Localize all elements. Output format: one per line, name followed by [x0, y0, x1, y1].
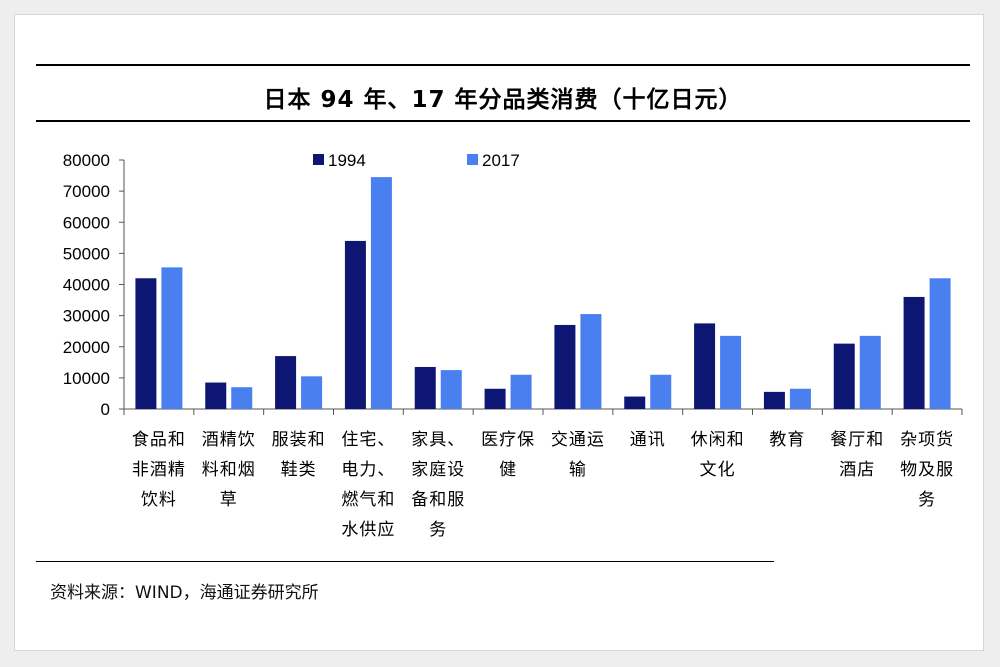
bar-1994 [624, 396, 646, 409]
category-label: 务 [429, 520, 447, 540]
category-label: 燃气和 [341, 490, 395, 510]
category-label: 料和烟 [202, 460, 256, 480]
bar-2017 [301, 376, 323, 409]
chart-title: 日本 94 年、17 年分品类消费（十亿日元） [263, 87, 743, 113]
bar-1994 [694, 323, 716, 409]
bar-1994 [763, 391, 785, 409]
y-tick-label: 0 [101, 400, 110, 419]
bar-2017 [370, 177, 392, 409]
bar-1994 [833, 343, 855, 409]
category-label: 交通运 [551, 430, 605, 450]
bar-2017 [720, 335, 742, 409]
source-note: 资料来源：WIND，海通证券研究所 [50, 583, 319, 603]
y-tick-label: 20000 [63, 338, 110, 357]
bar-2017 [580, 314, 602, 409]
y-tick-label: 40000 [63, 276, 110, 295]
bar-1994 [414, 366, 436, 409]
top-rule [36, 64, 970, 66]
legend-swatch-2017 [467, 154, 478, 165]
category-label: 健 [499, 460, 517, 480]
bar-1994 [275, 356, 297, 409]
legend-swatch-1994 [313, 154, 324, 165]
category-label: 杂项货 [900, 430, 954, 450]
category-label: 文化 [700, 460, 736, 480]
category-label: 电力、 [341, 460, 395, 480]
bar-2017 [440, 370, 462, 409]
category-label: 住宅、 [341, 430, 395, 450]
category-label: 物及服 [900, 460, 954, 480]
bar-1994 [903, 296, 925, 409]
bar-1994 [135, 278, 157, 409]
bar-1994 [484, 388, 506, 409]
legend-label-2017: 2017 [482, 151, 520, 170]
category-label: 务 [918, 490, 936, 510]
category-label: 水供应 [341, 520, 395, 540]
category-label: 家具、 [411, 430, 465, 450]
category-label: 非酒精 [132, 460, 186, 480]
category-label: 餐厅和 [830, 430, 884, 450]
y-tick-label: 80000 [63, 151, 110, 170]
bar-2017 [231, 387, 253, 409]
category-label: 服装和 [272, 430, 326, 450]
category-label: 休闲和 [691, 430, 745, 450]
bar-2017 [859, 335, 881, 409]
bar-2017 [789, 388, 811, 409]
bar-2017 [650, 374, 672, 409]
category-label: 饮料 [141, 490, 177, 510]
title-underline [36, 120, 970, 122]
y-tick-label: 60000 [63, 213, 110, 232]
bar-2017 [929, 278, 951, 409]
y-tick-label: 50000 [63, 244, 110, 263]
category-label: 通讯 [630, 430, 666, 450]
category-label: 医疗保 [481, 430, 535, 450]
category-label: 酒精饮 [202, 430, 256, 450]
y-tick-label: 10000 [63, 369, 110, 388]
category-label: 鞋类 [281, 460, 317, 480]
bar-1994 [344, 240, 366, 409]
bar-2017 [510, 374, 532, 409]
category-label: 草 [220, 490, 238, 510]
category-label: 教育 [769, 430, 805, 450]
bottom-rule [36, 561, 774, 562]
category-label: 备和服 [411, 490, 465, 510]
category-label: 输 [569, 460, 587, 480]
y-tick-label: 30000 [63, 307, 110, 326]
bar-1994 [205, 382, 227, 409]
bar-2017 [161, 267, 183, 409]
bar-1994 [554, 324, 576, 409]
y-tick-label: 70000 [63, 182, 110, 201]
category-label: 家庭设 [411, 460, 465, 480]
category-label: 酒店 [839, 460, 875, 480]
legend-label-1994: 1994 [328, 151, 366, 170]
category-label: 食品和 [132, 430, 186, 450]
